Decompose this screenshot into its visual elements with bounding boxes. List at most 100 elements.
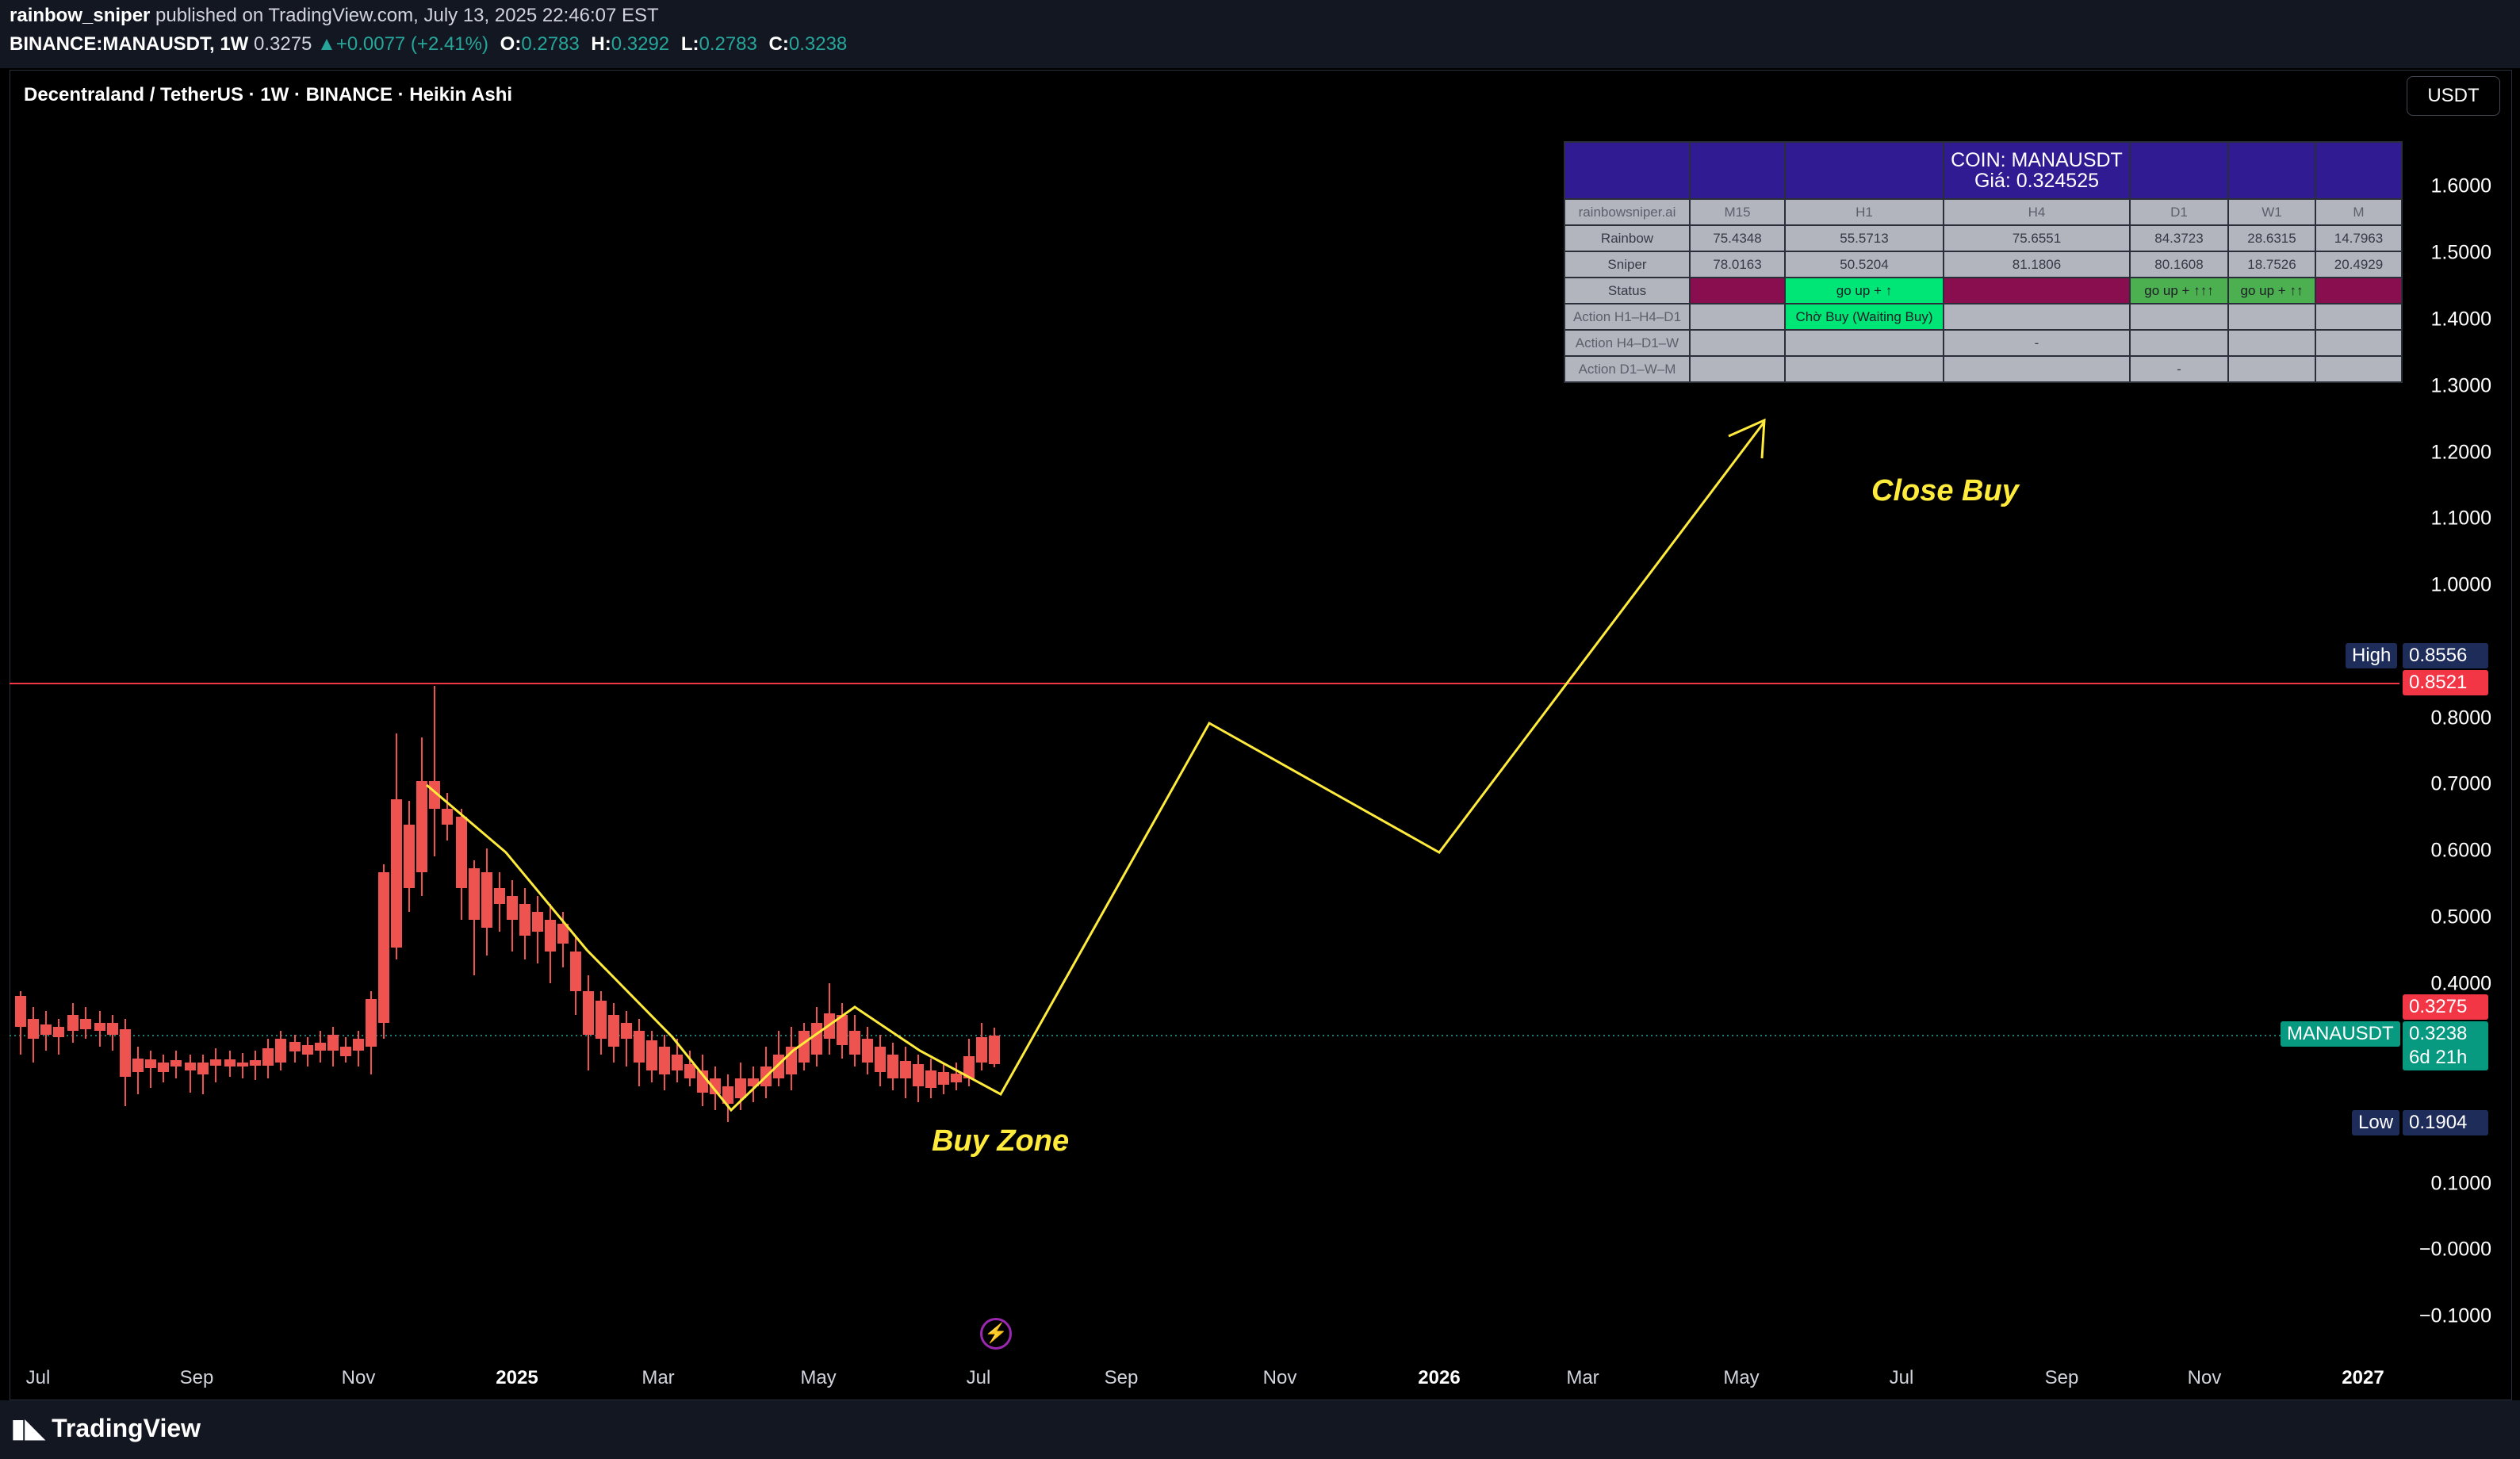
table-cell: [1784, 355, 1944, 383]
candle-body: [684, 1064, 695, 1078]
footer-bar: [0, 1400, 2520, 1459]
table-cell: [1689, 355, 1786, 383]
low-price-tag: 0.1904: [2403, 1110, 2488, 1135]
chart-frame[interactable]: [10, 70, 2512, 1400]
price-tick: 0.8000: [2430, 707, 2491, 730]
close-price-tag: 0.3238: [2403, 1021, 2488, 1047]
candle-body: [302, 1045, 313, 1055]
table-cell: [2227, 355, 2316, 383]
close-value: 0.3238: [788, 33, 848, 55]
candle-body: [404, 825, 415, 888]
price-tick: 0.6000: [2430, 839, 2491, 862]
price-tick: 1.4000: [2430, 308, 2491, 331]
status-cell: go up + ↑↑: [2227, 277, 2316, 304]
price-tick: 1.5000: [2430, 241, 2491, 264]
hline-price-tag: 0.8521: [2403, 670, 2488, 695]
row-label: Sniper: [1564, 251, 1691, 278]
table-cell: [1784, 329, 1944, 357]
time-tick: 2025: [496, 1367, 538, 1388]
low-value: 0.2783: [699, 33, 757, 55]
buy-zone-path: [426, 421, 1766, 1112]
candle-body: [469, 868, 480, 920]
time-tick: Sep: [1104, 1367, 1139, 1388]
table-cell: 84.3723: [2129, 224, 2229, 252]
currency-button[interactable]: USDT: [2407, 76, 2500, 116]
time-tick: May: [800, 1367, 837, 1388]
price-tick: 0.7000: [2430, 772, 2491, 795]
countdown-tag: 6d 21h: [2403, 1045, 2488, 1070]
flash-icon[interactable]: ⚡: [980, 1318, 1012, 1350]
table-cell: [2129, 329, 2229, 357]
candle-body: [40, 1024, 52, 1035]
table-cell: [2315, 141, 2403, 200]
table-cell: [1689, 303, 1786, 331]
coin-info-cell: COIN: MANAUSDT Giá: 0.324525: [1943, 141, 2131, 200]
time-tick: Sep: [2044, 1367, 2079, 1388]
candle-body: [545, 920, 556, 952]
tv-logo-icon: ▮◣: [11, 1414, 45, 1442]
price-tick: 1.0000: [2430, 573, 2491, 596]
author-name[interactable]: rainbow_sniper: [10, 5, 151, 26]
candle-body: [875, 1047, 886, 1072]
chart-title: Decentraland / TetherUS · 1W · BINANCE ·…: [24, 84, 513, 105]
publish-info: rainbow_sniper published on TradingView.…: [10, 5, 659, 27]
price-tick: 1.3000: [2430, 374, 2491, 397]
time-tick: 2026: [1418, 1367, 1461, 1388]
time-tick: Nov: [1262, 1367, 1297, 1388]
open-label: O:: [500, 33, 522, 55]
price-tick: 0.5000: [2430, 906, 2491, 929]
table-cell: 20.4929: [2315, 251, 2403, 278]
candle-body: [53, 1027, 64, 1037]
candle-body: [327, 1035, 339, 1051]
table-cell: [1564, 141, 1691, 200]
close-buy-arrowhead: [1728, 418, 1766, 459]
price-tick: 0.4000: [2430, 972, 2491, 995]
candle-body: [481, 872, 492, 928]
candle-body: [289, 1042, 301, 1051]
price-tick: −0.1000: [2419, 1304, 2491, 1327]
tf-m: M: [2315, 198, 2403, 226]
table-cell: [2227, 303, 2316, 331]
candle-body: [900, 1061, 911, 1078]
tradingview-logo[interactable]: ▮◣ TradingView: [11, 1413, 201, 1443]
candle-body: [621, 1023, 632, 1039]
table-cell: Chờ Buy (Waiting Buy): [1784, 303, 1944, 331]
table-cell: 80.1608: [2129, 251, 2229, 278]
action2-row: Action H4–D1–W -: [1564, 329, 2403, 357]
tf-d1: D1: [2129, 198, 2229, 226]
time-tick: Sep: [179, 1367, 214, 1388]
price-tick: 1.1000: [2430, 507, 2491, 530]
table-cell: [1689, 141, 1786, 200]
candle-body: [28, 1019, 39, 1039]
price-axis[interactable]: 1.6000 1.5000 1.4000 1.3000 1.2000 1.100…: [2399, 70, 2510, 1370]
candle-body: [799, 1031, 810, 1063]
candle-body: [353, 1039, 364, 1051]
close-label: C:: [768, 33, 789, 55]
buy-zone-label: Buy Zone: [932, 1124, 1070, 1158]
high-label: H:: [591, 33, 611, 55]
candle-body: [262, 1048, 274, 1066]
candle-body: [887, 1055, 898, 1078]
table-cell: [2227, 329, 2316, 357]
indicator-table: COIN: MANAUSDT Giá: 0.324525 rainbowsnip…: [1564, 141, 2403, 383]
candle-body: [366, 999, 377, 1047]
candle-body: [442, 809, 453, 825]
candle-body: [697, 1070, 708, 1093]
table-cell: [1689, 329, 1786, 357]
candle-body: [185, 1063, 196, 1070]
up-arrow-icon: ▲: [317, 33, 336, 55]
candles-group: [15, 686, 1000, 1122]
tf-h4: H4: [1943, 198, 2131, 226]
coin-line: COIN: MANAUSDT: [1951, 149, 2123, 171]
table-cell: 55.5713: [1784, 224, 1944, 252]
status-cell: go up + ↑↑↑: [2129, 277, 2229, 304]
candle-body: [391, 799, 402, 948]
corner-label: rainbowsniper.ai: [1564, 198, 1691, 226]
candle-body: [938, 1072, 949, 1085]
time-tick: Nov: [2187, 1367, 2222, 1388]
status-cell: go up + ↑: [1784, 277, 1944, 304]
candle-body: [608, 1015, 619, 1047]
time-tick: May: [1723, 1367, 1760, 1388]
candle-body: [132, 1059, 144, 1072]
